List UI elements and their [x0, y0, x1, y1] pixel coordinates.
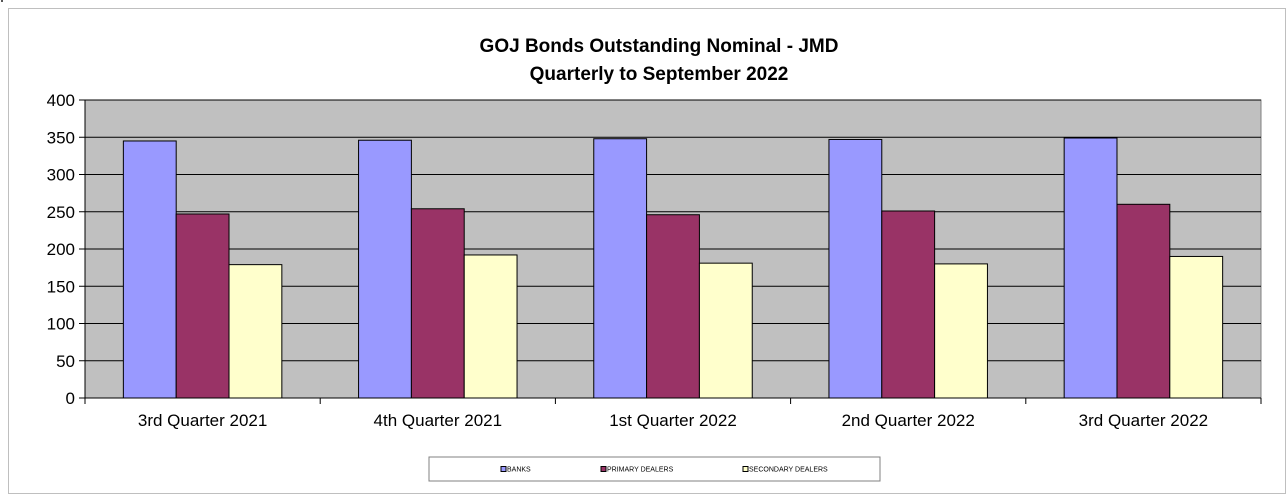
y-tick-label: 250 — [47, 203, 75, 222]
legend-swatch — [742, 466, 749, 472]
bar — [463, 254, 518, 399]
y-tick-label: 0 — [66, 389, 75, 408]
chart-subtitle: Quarterly to September 2022 — [530, 64, 789, 85]
chart-title: GOJ Bonds Outstanding Nominal - JMD — [480, 36, 839, 57]
x-tick-label: 2nd Quarter 2022 — [842, 411, 975, 430]
bar — [593, 138, 648, 399]
y-tick-label: 300 — [47, 166, 75, 185]
x-tick-label: 3rd Quarter 2021 — [138, 411, 267, 430]
x-tick-label: 1st Quarter 2022 — [609, 411, 737, 430]
bar — [698, 262, 753, 399]
bar — [410, 208, 465, 399]
y-tick-label: 400 — [47, 91, 75, 110]
bar — [228, 264, 283, 399]
bar — [1169, 255, 1224, 399]
bar — [1063, 137, 1118, 399]
bar — [934, 263, 988, 399]
x-tick-label: 3rd Quarter 2022 — [1079, 411, 1208, 430]
corner-mark — [1, 0, 3, 2]
legend-swatch — [500, 466, 507, 472]
y-tick-label: 50 — [56, 352, 75, 371]
y-tick-label: 350 — [47, 128, 75, 147]
bar — [358, 139, 412, 399]
legend-label: PRIMARY DEALERS — [607, 467, 674, 474]
bar — [1116, 203, 1171, 399]
legend-label: BANKS — [507, 467, 531, 474]
x-tick-label: 4th Quarter 2021 — [374, 411, 503, 430]
y-tick-label: 100 — [47, 315, 75, 334]
bar — [881, 210, 936, 399]
bar — [646, 214, 700, 399]
bar — [175, 213, 230, 399]
y-tick-label: 150 — [47, 277, 75, 296]
chart-frame — [8, 8, 1286, 494]
y-tick-label: 200 — [47, 240, 75, 259]
legend-swatch — [600, 466, 607, 472]
bar — [122, 140, 177, 399]
legend-label: SECONDARY DEALERS — [749, 467, 828, 474]
bar — [828, 138, 883, 399]
